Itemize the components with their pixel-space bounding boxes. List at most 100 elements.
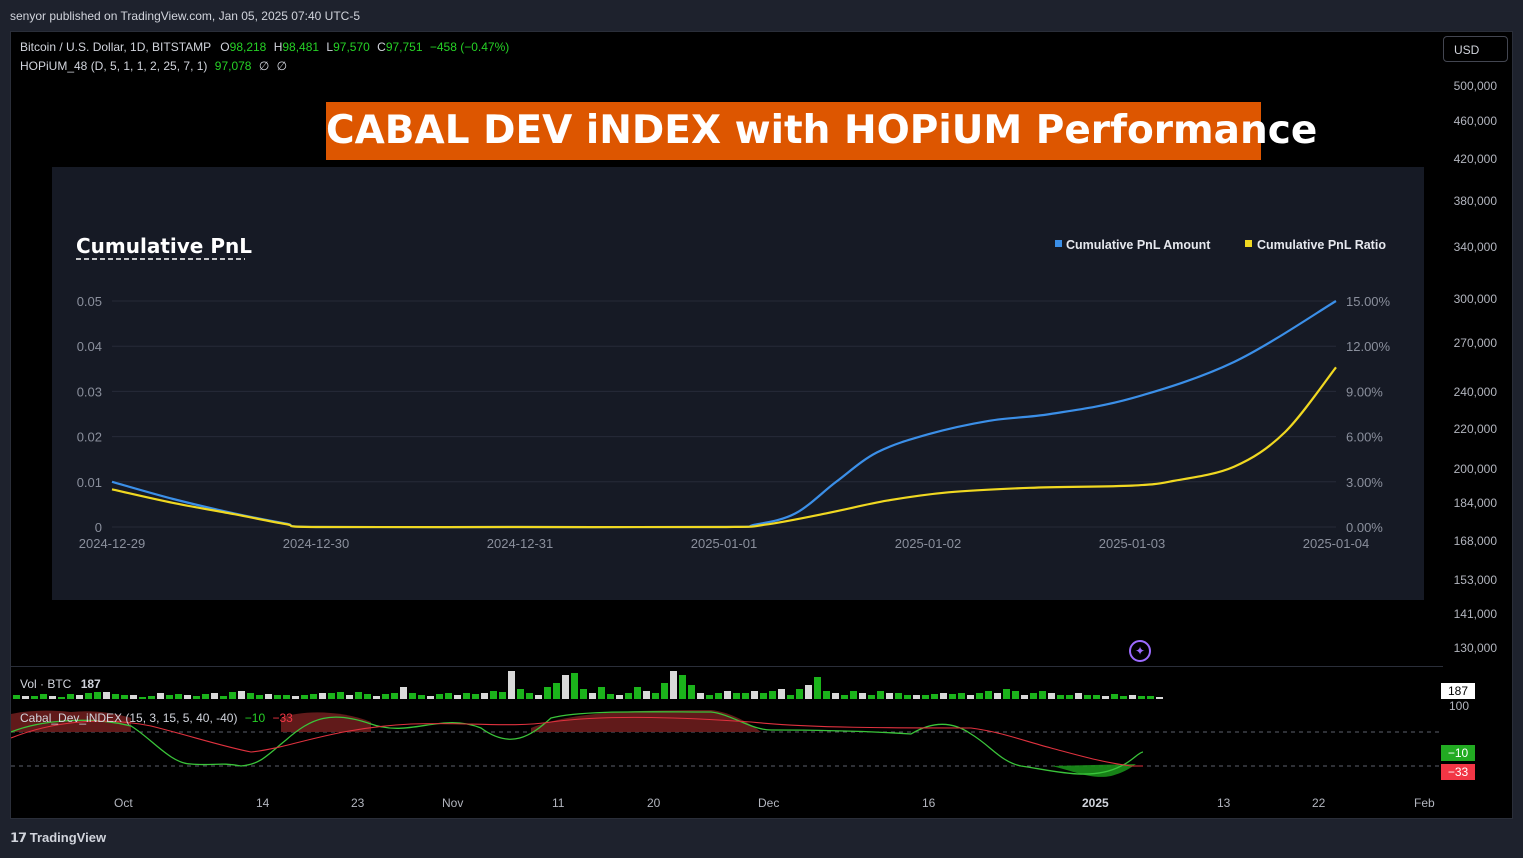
y-left-tick: 0.02 — [77, 430, 102, 445]
volume-bar — [715, 693, 722, 699]
indicator-extra-2: ∅ — [276, 59, 288, 73]
volume-bar — [805, 685, 812, 699]
volume-bar — [31, 696, 38, 699]
publisher-info: senyor published on TradingView.com, Jan… — [10, 9, 360, 23]
volume-bar — [94, 692, 101, 699]
volume-bar — [508, 671, 515, 699]
price-tick: 340,000 — [1453, 240, 1497, 254]
tradingview-brand-label: TradingView — [29, 830, 107, 845]
volume-bar — [985, 691, 992, 699]
volume-bar — [994, 693, 1001, 699]
volume-bar — [886, 693, 893, 699]
volume-bar — [1003, 689, 1010, 699]
volume-bar — [553, 683, 560, 699]
volume-bar — [661, 683, 668, 699]
volume-bar — [625, 693, 632, 699]
close-label: C — [377, 40, 386, 54]
y-right-tick: 12.00% — [1346, 339, 1391, 354]
cumulative-pnl-panel: Cumulative PnL Cumulative PnL Amount Cum… — [52, 167, 1424, 600]
volume-bar — [247, 693, 254, 699]
indicator-extra-1: ∅ — [258, 59, 270, 73]
y-left-tick: 0.01 — [77, 475, 102, 490]
series-line-pnl-amount — [111, 300, 1337, 529]
high-value: 98,481 — [282, 40, 320, 54]
volume-bar — [841, 695, 848, 699]
volume-bar — [472, 694, 479, 699]
volume-bar — [328, 693, 335, 699]
volume-bar — [796, 689, 803, 699]
x-tick: 2024-12-29 — [79, 536, 146, 551]
indicator-fill-1 — [11, 710, 131, 732]
price-tick: 168,000 — [1453, 534, 1497, 548]
volume-bar — [958, 693, 965, 699]
volume-bar — [274, 695, 281, 699]
volume-bar — [562, 675, 569, 699]
volume-bar — [922, 695, 929, 699]
price-tick: 200,000 — [1453, 462, 1497, 476]
volume-bar — [1048, 693, 1055, 699]
time-tick: Feb — [1414, 796, 1435, 810]
open-label: O — [220, 40, 230, 54]
volume-bar — [814, 677, 821, 699]
volume-bar — [22, 696, 29, 699]
symbol-legend[interactable]: Bitcoin / U.S. Dollar, 1D, BITSTAMP O 98,… — [20, 40, 509, 54]
indicator-slow-line — [11, 716, 1143, 767]
volume-bar — [130, 695, 137, 699]
volume-bar — [364, 694, 371, 699]
currency-button[interactable]: USD — [1443, 36, 1508, 62]
volume-bar — [454, 695, 461, 699]
x-tick: 2024-12-30 — [283, 536, 350, 551]
time-tick: 16 — [922, 796, 936, 810]
volume-bar — [544, 687, 551, 699]
y-left-tick: 0.03 — [77, 384, 102, 399]
sparkle-icon[interactable]: ✦ — [1129, 640, 1151, 662]
symbol-name[interactable]: Bitcoin / U.S. Dollar, 1D, BITSTAMP — [20, 40, 211, 54]
volume-bar — [589, 693, 596, 699]
volume-bar — [436, 694, 443, 699]
volume-bar — [319, 693, 326, 699]
legend-label-ratio: Cumulative PnL Ratio — [1257, 238, 1386, 252]
volume-legend[interactable]: Vol · BTC 187 — [20, 677, 101, 691]
indicator-legend[interactable]: HOPiUM_48 (D, 5, 1, 1, 2, 25, 7, 1) 97,0… — [20, 59, 287, 73]
cabal-indicator-legend[interactable]: Cabal_Dev_iNDEX (15, 3, 15, 5, 40, -40) … — [20, 711, 293, 725]
volume-bar — [634, 687, 641, 699]
indicator-fill-3 — [531, 710, 761, 732]
volume-bar — [292, 696, 299, 699]
price-tick: 420,000 — [1453, 152, 1497, 166]
volume-bar — [1030, 693, 1037, 699]
low-value: 97,570 — [333, 40, 370, 54]
low-label: L — [326, 40, 334, 54]
volume-bar — [742, 693, 749, 699]
price-tick: 240,000 — [1453, 385, 1497, 399]
volume-bar — [535, 695, 542, 699]
y-right-tick: 3.00% — [1346, 475, 1383, 490]
volume-bar — [1066, 695, 1073, 699]
volume-bar — [310, 694, 317, 699]
volume-bar — [121, 695, 128, 699]
volume-value: 187 — [80, 677, 101, 691]
cabal-value-green: −10 — [244, 711, 266, 725]
volume-bar — [238, 691, 245, 699]
volume-bar — [40, 694, 47, 699]
volume-bar — [337, 692, 344, 699]
volume-bar — [427, 696, 434, 699]
volume-bar — [499, 692, 506, 699]
price-tick: 460,000 — [1453, 114, 1497, 128]
time-tick: 13 — [1217, 796, 1231, 810]
cabal-indicator-name[interactable]: Cabal_Dev_iNDEX (15, 3, 15, 5, 40, -40) — [20, 711, 238, 725]
volume-bar — [679, 675, 686, 699]
tradingview-brand[interactable]: 𝟭𝟳 TradingView — [10, 830, 106, 846]
pane-separator[interactable] — [11, 666, 1443, 667]
indicator-badge-red: −33 — [1441, 764, 1475, 780]
volume-bar — [598, 687, 605, 699]
publish-header: senyor published on TradingView.com, Jan… — [0, 0, 1523, 32]
volume-bar — [355, 692, 362, 699]
volume-bar — [85, 693, 92, 699]
legend-swatch-ratio — [1245, 240, 1252, 247]
lower-panes-svg — [11, 671, 1443, 777]
y-right-tick: 0.00% — [1346, 520, 1383, 535]
volume-bar — [112, 694, 119, 699]
volume-bar — [490, 691, 497, 699]
indicator-name[interactable]: HOPiUM_48 (D, 5, 1, 1, 2, 25, 7, 1) — [20, 59, 208, 73]
volume-bar — [1039, 691, 1046, 699]
